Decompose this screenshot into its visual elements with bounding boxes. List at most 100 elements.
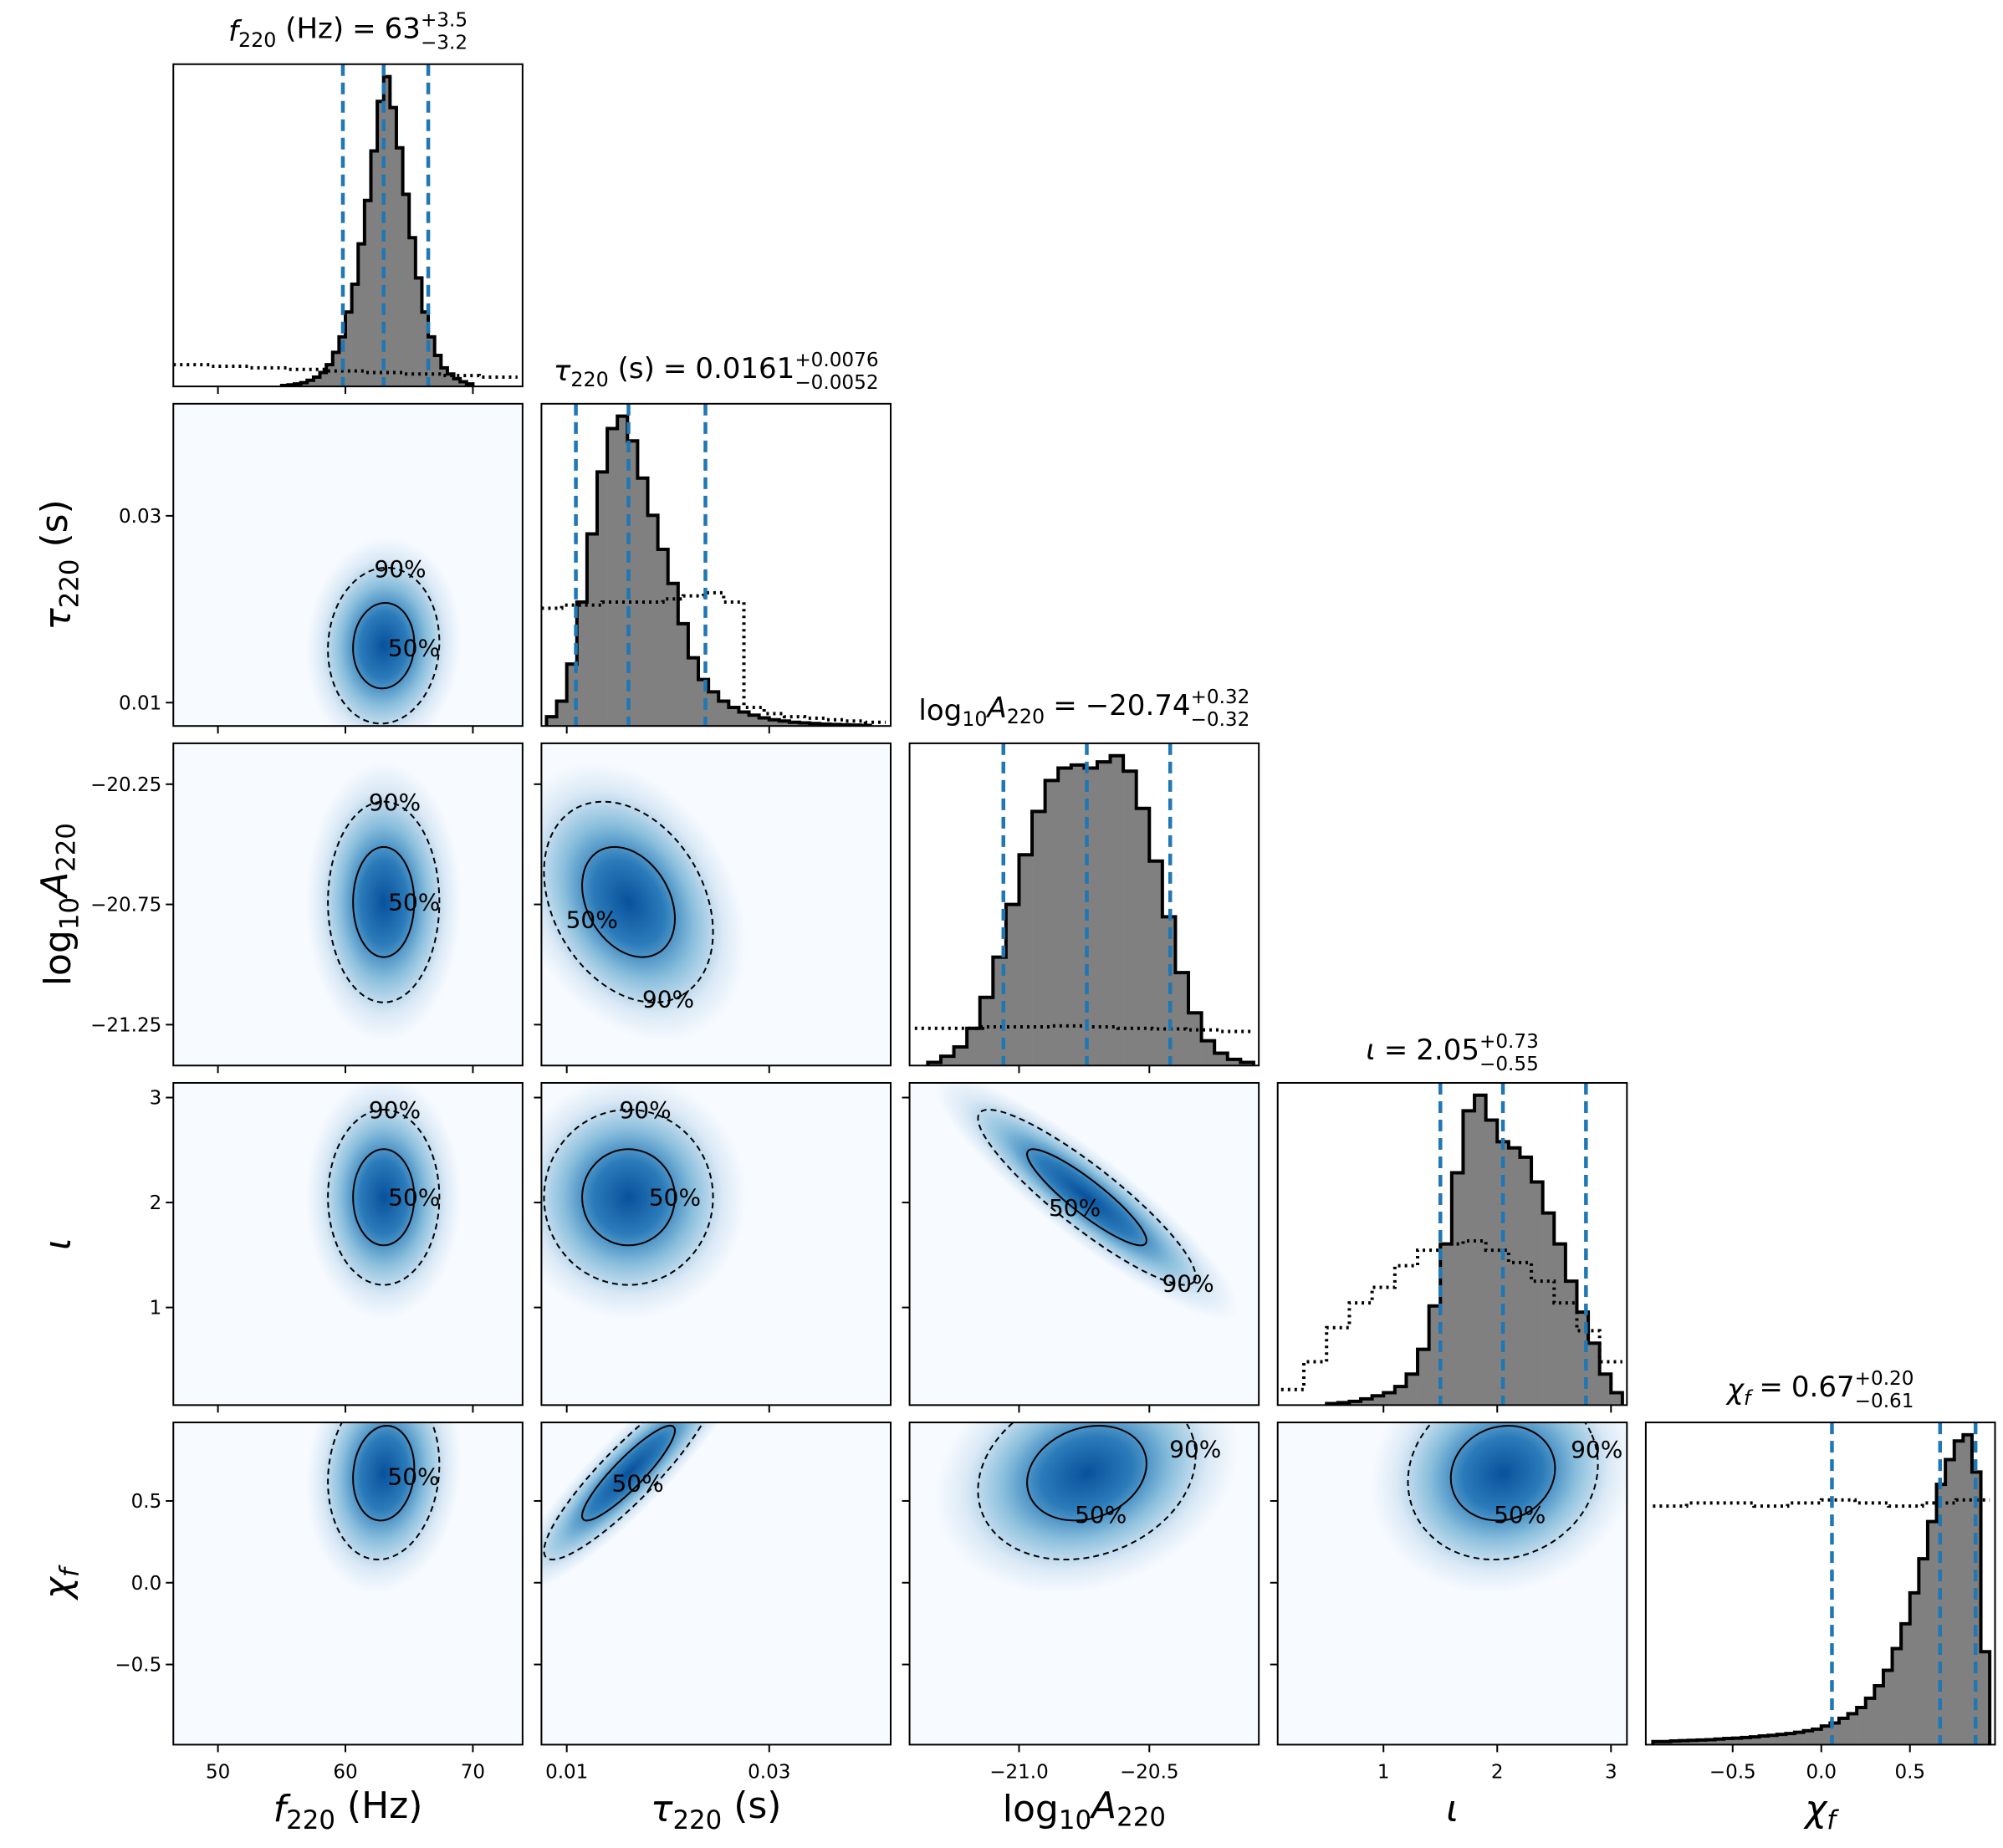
hist-bar: [1188, 1013, 1202, 1066]
hist-bar: [345, 312, 352, 387]
hist-bar: [1372, 1396, 1384, 1406]
hist-bar: [647, 515, 658, 727]
title-err-minus: −0.0052: [795, 372, 878, 394]
contour-label: 50%: [388, 889, 440, 916]
contour: [352, 601, 416, 690]
contour-label: 50%: [1075, 1501, 1127, 1529]
hist-bar: [677, 623, 689, 727]
hist-bar: [396, 147, 403, 387]
title-err-minus: −0.55: [1479, 1054, 1539, 1075]
y-tick-label: −20.25: [90, 774, 161, 796]
hist-bar: [1705, 1739, 1715, 1745]
hist-bar: [434, 355, 442, 387]
hist-bar: [1123, 771, 1137, 1066]
hist-bar: [1531, 1182, 1543, 1406]
contour: [1026, 1148, 1147, 1247]
label-part: 220: [672, 1805, 722, 1835]
hist-bar: [708, 692, 719, 727]
hist-bar: [940, 1056, 954, 1066]
label-part: log: [1003, 1788, 1059, 1830]
hist-bar: [300, 382, 308, 387]
title-median: −20.74: [1086, 689, 1191, 722]
hist-bar: [1520, 1156, 1532, 1406]
y-tick-label: −21.25: [90, 1014, 161, 1036]
contour: [977, 1422, 1197, 1561]
hist-bar: [402, 194, 410, 387]
hist-bar: [422, 312, 429, 387]
density-panel: 50% 90%: [909, 1422, 1260, 1745]
contour-label: 50%: [649, 1183, 701, 1211]
label-part: χ: [1725, 1373, 1745, 1406]
contour-label: 90%: [619, 1096, 671, 1124]
label-part: τ: [37, 608, 79, 630]
contour: [327, 800, 441, 1003]
panel-frame: [540, 402, 892, 727]
label-part: f: [54, 1565, 84, 1577]
label-part: ι: [1366, 1034, 1376, 1067]
hist-outline: [279, 74, 475, 387]
hist-bar: [1136, 808, 1150, 1066]
density-panel: 50% 90%: [541, 1082, 892, 1406]
hist-bar: [789, 722, 800, 727]
density: [305, 1422, 462, 1595]
hist-bar: [1865, 1697, 1875, 1745]
contour: [327, 1422, 441, 1561]
contour-label: 50%: [388, 1183, 440, 1211]
hist-bar: [1945, 1459, 1955, 1745]
y-axis-label: χf: [37, 1565, 84, 1600]
label-part: (s): [33, 499, 76, 559]
panel-title: χf = 0.67+0.20 −0.61: [1725, 1368, 1914, 1412]
title-err-minus: −0.61: [1855, 1391, 1914, 1412]
contour: [543, 1109, 714, 1286]
hist-bar: [1508, 1147, 1520, 1406]
title-err-minus: −3.2: [421, 33, 468, 54]
title-err-plus: +3.5: [421, 10, 468, 32]
histogram-panel: [541, 403, 886, 727]
x-tick-label: −21.0: [989, 1761, 1048, 1783]
hist-bar: [1463, 1110, 1475, 1406]
hist-bar: [1406, 1374, 1418, 1406]
hist-bar: [687, 657, 699, 727]
label-part: 220: [286, 1805, 335, 1835]
density-panel: 50% 90%: [909, 1082, 1260, 1406]
hist-bar: [1070, 764, 1085, 1066]
contour-label: 50%: [566, 906, 618, 934]
hist-bar: [779, 721, 790, 727]
density-panel: 50% 90%: [173, 403, 523, 727]
hist-bar: [1714, 1738, 1725, 1745]
hist-bar: [1058, 768, 1072, 1066]
panel-title: log10A220 = −20.74+0.32 −0.32: [918, 687, 1249, 731]
x-axis-label: ι: [1446, 1788, 1459, 1830]
label-part: (s): [609, 352, 655, 385]
contour: [1026, 1425, 1147, 1522]
hist-bar: [1750, 1737, 1760, 1745]
x-tick-label: 1: [1377, 1761, 1390, 1783]
title-median: 63: [385, 13, 421, 46]
hist-bar: [1599, 1374, 1612, 1406]
hist-bar: [1830, 1723, 1840, 1745]
hist-bar: [428, 336, 435, 387]
hist-bar: [1741, 1737, 1751, 1745]
x-axis-label: log10A220: [1003, 1784, 1166, 1835]
label-part: A: [986, 692, 1007, 725]
contour: [581, 1424, 676, 1522]
hist-bar: [657, 549, 669, 727]
hist-bar: [1227, 1059, 1241, 1066]
label-part: 10: [1059, 1805, 1091, 1835]
hist-bar: [1980, 1651, 1990, 1745]
hist-bar: [1440, 1243, 1453, 1406]
y-tick-label: 1: [150, 1298, 162, 1320]
title-equals: =: [352, 13, 376, 46]
x-tick-label: 2: [1491, 1761, 1504, 1783]
hist-bar: [1786, 1733, 1796, 1745]
x-tick-label: 60: [333, 1761, 357, 1783]
hist-bar: [1874, 1686, 1884, 1745]
y-axis-label: ι: [37, 1238, 79, 1250]
hist-bar: [627, 441, 638, 727]
contour-label: 50%: [387, 1463, 439, 1490]
density-panel: 50% 90%: [541, 743, 892, 1066]
hist-bar: [586, 533, 598, 727]
title-err-plus: +0.32: [1191, 687, 1250, 708]
